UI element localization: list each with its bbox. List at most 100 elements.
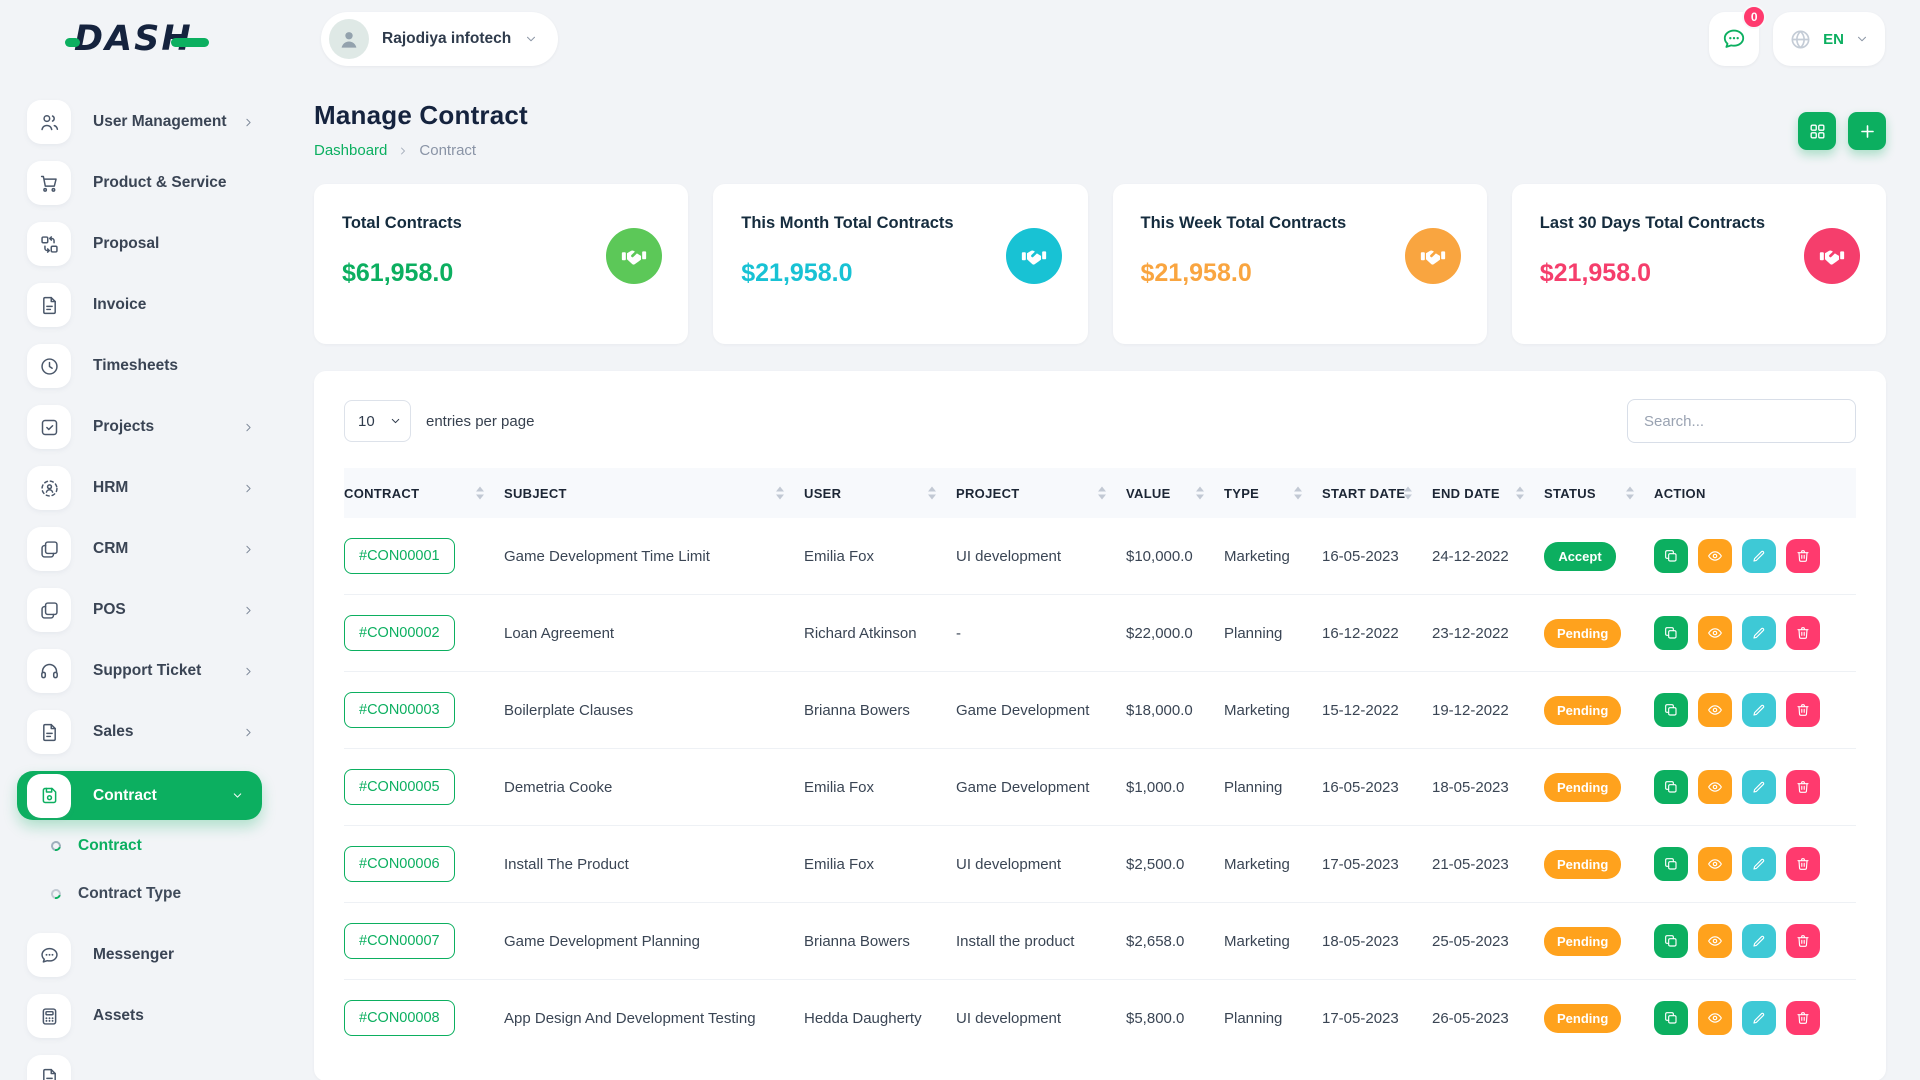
- duplicate-button[interactable]: [1654, 847, 1688, 881]
- company-selector[interactable]: Rajodiya infotech: [321, 12, 558, 66]
- col-header-value[interactable]: VALUE: [1126, 468, 1224, 518]
- col-header-type[interactable]: TYPE: [1224, 468, 1322, 518]
- type-cell: Marketing: [1224, 518, 1322, 595]
- copy-icon: [1663, 779, 1679, 795]
- table-row: #CON00006 Install The Product Emilia Fox…: [344, 826, 1856, 903]
- edit-button[interactable]: [1742, 539, 1776, 573]
- duplicate-button[interactable]: [1654, 693, 1688, 727]
- sidebar-item-timesheets[interactable]: Timesheets: [27, 344, 285, 388]
- col-header-subject[interactable]: SUBJECT: [504, 468, 804, 518]
- project-cell: UI development: [956, 980, 1126, 1057]
- duplicate-button[interactable]: [1654, 539, 1688, 573]
- contract-id[interactable]: #CON00001: [344, 538, 455, 574]
- view-button[interactable]: [1698, 1001, 1732, 1035]
- subject-cell: Loan Agreement: [504, 595, 804, 672]
- table-row: #CON00002 Loan Agreement Richard Atkinso…: [344, 595, 1856, 672]
- contract-id[interactable]: #CON00008: [344, 1000, 455, 1036]
- sidebar-item-crm[interactable]: CRM: [27, 527, 285, 571]
- pencil-icon: [1751, 625, 1767, 641]
- pencil-icon: [1751, 1010, 1767, 1026]
- table-row: #CON00008 App Design And Development Tes…: [344, 980, 1856, 1057]
- col-header-user[interactable]: USER: [804, 468, 956, 518]
- project-cell: Install the product: [956, 903, 1126, 980]
- sidebar-item-partial[interactable]: [27, 1055, 285, 1080]
- contract-id[interactable]: #CON00005: [344, 769, 455, 805]
- sidebar-item-invoice[interactable]: Invoice: [27, 283, 285, 327]
- grid-view-button[interactable]: [1798, 112, 1836, 150]
- delete-button[interactable]: [1786, 924, 1820, 958]
- sidebar-item-sales[interactable]: Sales: [27, 710, 285, 754]
- sidebar-item-assets[interactable]: Assets: [27, 994, 285, 1038]
- contract-id[interactable]: #CON00003: [344, 692, 455, 728]
- edit-button[interactable]: [1742, 616, 1776, 650]
- delete-button[interactable]: [1786, 847, 1820, 881]
- duplicate-button[interactable]: [1654, 770, 1688, 804]
- delete-button[interactable]: [1786, 616, 1820, 650]
- edit-button[interactable]: [1742, 924, 1776, 958]
- sidebar-item-hrm[interactable]: HRM: [27, 466, 285, 510]
- edit-button[interactable]: [1742, 770, 1776, 804]
- sidebar-item-pos[interactable]: POS: [27, 588, 285, 632]
- value-cell: $1,000.0: [1126, 749, 1224, 826]
- view-button[interactable]: [1698, 770, 1732, 804]
- edit-button[interactable]: [1742, 1001, 1776, 1035]
- delete-button[interactable]: [1786, 539, 1820, 573]
- view-button[interactable]: [1698, 616, 1732, 650]
- contract-id[interactable]: #CON00007: [344, 923, 455, 959]
- trash-icon: [1795, 625, 1811, 641]
- add-contract-button[interactable]: [1848, 112, 1886, 150]
- company-avatar: [329, 19, 369, 59]
- user-cell: Brianna Bowers: [804, 672, 956, 749]
- entries-per-page-select[interactable]: 10: [344, 400, 411, 442]
- project-cell: Game Development: [956, 672, 1126, 749]
- value-cell: $2,500.0: [1126, 826, 1224, 903]
- delete-button[interactable]: [1786, 1001, 1820, 1035]
- sidebar-subitem-contract[interactable]: Contract: [51, 837, 285, 855]
- bullet-icon: [49, 839, 63, 853]
- edit-button[interactable]: [1742, 847, 1776, 881]
- copy-icon: [1663, 548, 1679, 564]
- breadcrumb-dashboard-link[interactable]: Dashboard: [314, 142, 387, 159]
- duplicate-button[interactable]: [1654, 1001, 1688, 1035]
- contract-id[interactable]: #CON00006: [344, 846, 455, 882]
- notifications-button[interactable]: 0: [1709, 12, 1759, 66]
- sidebar-subitem-contract-type[interactable]: Contract Type: [51, 885, 285, 903]
- logo-accent-left: [65, 38, 80, 47]
- language-code: EN: [1823, 31, 1844, 48]
- status-badge: Pending: [1544, 619, 1621, 648]
- language-selector[interactable]: EN: [1773, 12, 1885, 66]
- end-date-cell: 21-05-2023: [1432, 826, 1544, 903]
- sidebar-item-user-management[interactable]: User Management: [27, 100, 285, 144]
- view-button[interactable]: [1698, 847, 1732, 881]
- trash-icon: [1795, 933, 1811, 949]
- edit-button[interactable]: [1742, 693, 1776, 727]
- delete-button[interactable]: [1786, 693, 1820, 727]
- col-header-project[interactable]: PROJECT: [956, 468, 1126, 518]
- col-header-end-date[interactable]: END DATE: [1432, 468, 1544, 518]
- contract-id[interactable]: #CON00002: [344, 615, 455, 651]
- duplicate-button[interactable]: [1654, 616, 1688, 650]
- sidebar-item-messenger[interactable]: Messenger: [27, 933, 285, 977]
- sidebar-item-support-ticket[interactable]: Support Ticket: [27, 649, 285, 693]
- value-cell: $10,000.0: [1126, 518, 1224, 595]
- sidebar-item-proposal[interactable]: Proposal: [27, 222, 285, 266]
- col-header-status[interactable]: STATUS: [1544, 468, 1654, 518]
- grid-icon: [1808, 122, 1827, 141]
- view-button[interactable]: [1698, 924, 1732, 958]
- col-header-contract[interactable]: CONTRACT: [344, 468, 504, 518]
- sort-icon: [1404, 487, 1412, 500]
- sidebar-item-product-service[interactable]: Product & Service: [27, 161, 285, 205]
- duplicate-button[interactable]: [1654, 924, 1688, 958]
- sidebar-item-projects[interactable]: Projects: [27, 405, 285, 449]
- view-button[interactable]: [1698, 693, 1732, 727]
- sort-icon: [1196, 487, 1204, 500]
- view-button[interactable]: [1698, 539, 1732, 573]
- end-date-cell: 18-05-2023: [1432, 749, 1544, 826]
- contracts-table: CONTRACT SUBJECT USER PROJECT VALUE TYPE…: [344, 468, 1856, 1056]
- col-header-start-date[interactable]: START DATE: [1322, 468, 1432, 518]
- sidebar-item-contract[interactable]: Contract: [17, 771, 262, 820]
- stat-cards: Total Contracts $61,958.0 This Month Tot…: [314, 184, 1886, 344]
- search-input[interactable]: [1627, 399, 1856, 443]
- delete-button[interactable]: [1786, 770, 1820, 804]
- chevron-right-icon: [242, 482, 255, 495]
